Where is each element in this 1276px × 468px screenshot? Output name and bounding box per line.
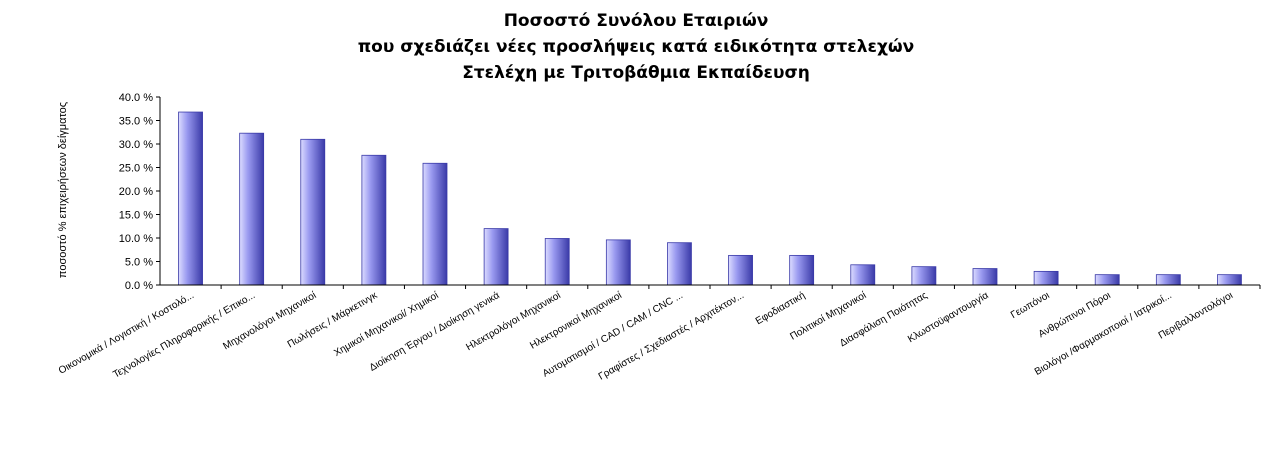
y-tick-label: 5.0 % [125,257,153,269]
bar [361,154,387,286]
y-tick-label: 10.0 % [119,233,153,245]
bar [239,132,265,286]
bar [544,238,570,286]
x-axis-ticks: Οικονομικά / Λογιστική / Κοστολό...Τεχνο… [56,285,1261,383]
bar [728,254,753,286]
chart-title-line-1: Ποσοστό Συνόλου Εταιριών [504,11,769,31]
bars [178,111,1242,286]
y-axis-ticks: 0.0 % 5.0 % 10.0 % 15.0 % 20.0 % 25.0 % 30.0 %… [119,92,160,292]
chart-title-line-3: Στελέχη με Τριτοβάθμια Εκπαίδευση [462,63,810,83]
bar [1033,270,1059,286]
x-tick-label: Εφοδιαστική [753,289,807,327]
bar [178,111,203,286]
bar [605,239,631,286]
y-tick-label: 25.0 % [119,163,153,175]
bar [1155,274,1181,286]
bar [1217,274,1242,286]
x-tick-label: Χημικοί Μηχανικοί/ Χημικοί [332,289,441,359]
y-tick-label: 35.0 % [119,116,153,128]
y-tick-label: 20.0 % [119,186,153,198]
bar [911,266,937,286]
chart-title-line-2: που σχεδιάζει νέες προσλήψεις κατά ειδικ… [358,37,915,57]
bar [789,254,815,286]
x-tick-label: Γεωπόνοι [1008,289,1051,321]
y-axis-label: ποσοστό % επιχειρήσεων δείγματος [57,102,69,278]
y-tick-label: 15.0 % [119,210,153,222]
bar [972,268,998,286]
bar [1094,274,1120,286]
bar [667,242,692,286]
y-tick-label: 0.0 % [125,280,153,292]
bar [850,264,876,286]
x-tick-label: Ηλεκτρολόγοι Μηχανικοί [464,289,564,353]
y-tick-label: 30.0 % [119,139,153,151]
y-tick-label: 40.0 % [119,92,153,104]
bar [300,138,326,286]
bar [422,162,448,286]
bar [483,228,509,286]
